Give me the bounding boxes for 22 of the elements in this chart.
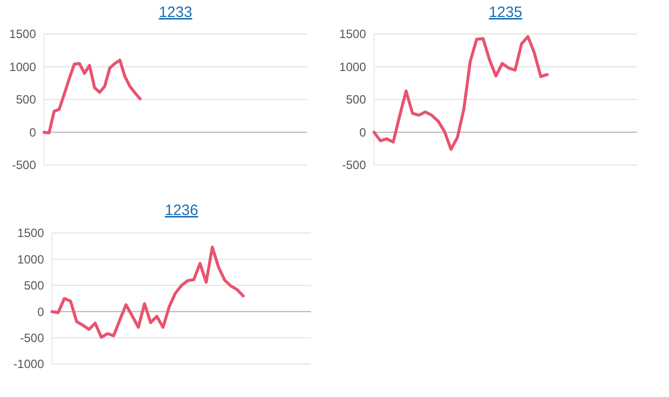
line-series: [42, 58, 142, 134]
y-tick-label: 1500: [339, 27, 366, 42]
chart-title: 1235: [488, 4, 522, 21]
y-tick-label: 1000: [9, 60, 36, 74]
chart-title: 1236: [164, 202, 198, 219]
y-tick-label: -500: [342, 158, 366, 172]
y-tick-label: 500: [16, 92, 36, 107]
y-tick-label: 0: [359, 125, 366, 140]
line-series: [50, 246, 245, 339]
y-tick-label: -500: [20, 331, 44, 345]
line-series: [372, 35, 549, 151]
y-tick-label: 500: [346, 92, 366, 107]
y-tick-label: 1500: [9, 27, 36, 42]
y-tick-label: -500: [12, 158, 36, 172]
y-tick-label: 0: [37, 304, 44, 319]
y-tick-label: -1000: [13, 357, 44, 372]
chart-title: 1233: [158, 4, 192, 21]
y-tick-label: 500: [24, 278, 44, 293]
y-tick-label: 1000: [17, 252, 44, 266]
y-tick-label: 1000: [339, 60, 366, 74]
y-tick-label: 1500: [17, 226, 44, 240]
y-tick-label: 0: [29, 125, 36, 140]
